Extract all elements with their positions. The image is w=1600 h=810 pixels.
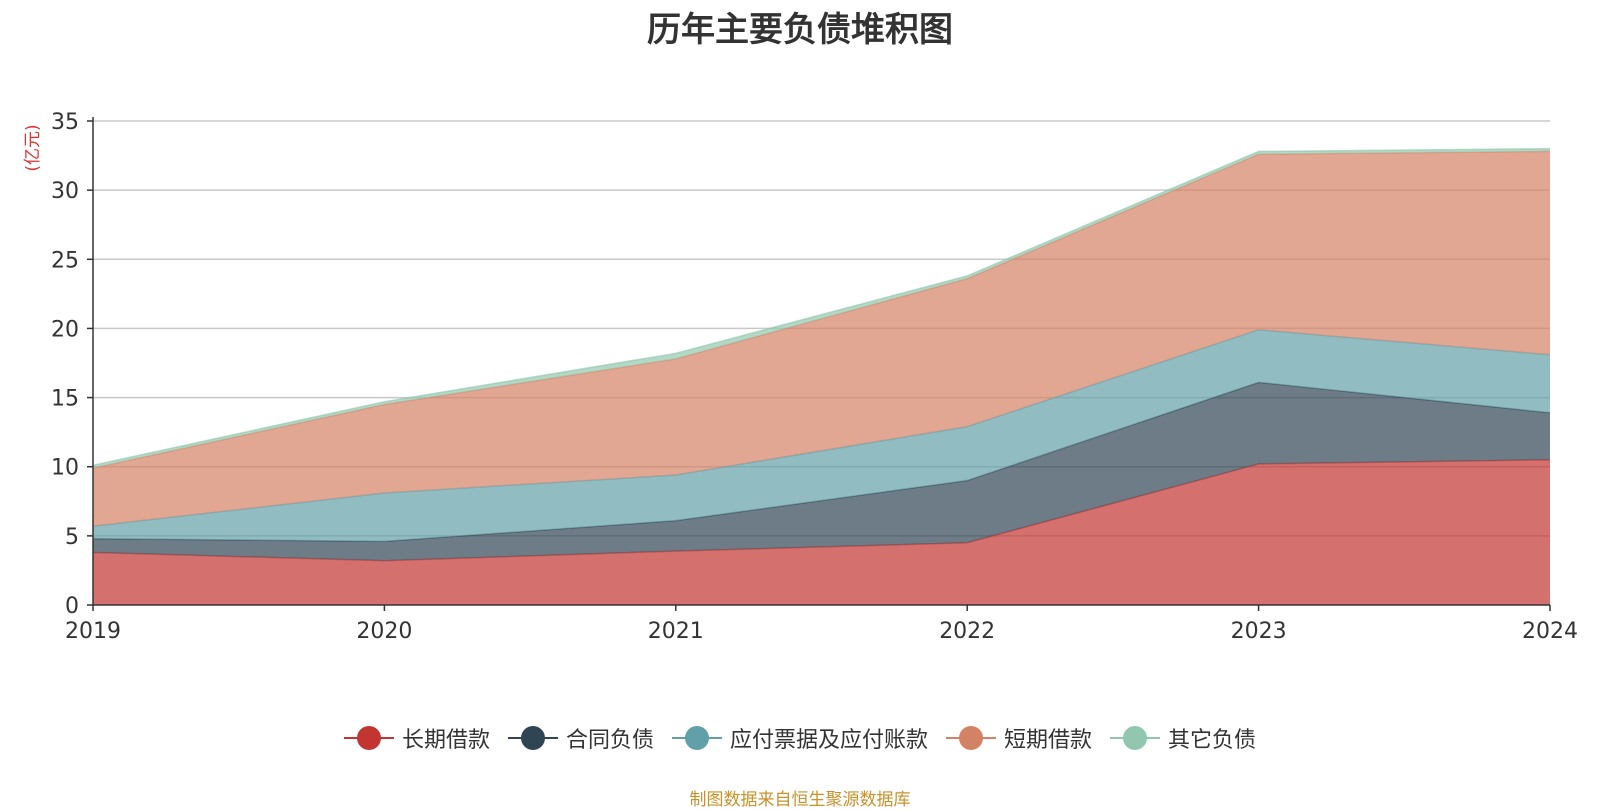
y-tick-label: 25 bbox=[51, 248, 79, 273]
legend-item-3[interactable]: 短期借款 bbox=[946, 722, 1092, 754]
y-axis-label: (亿元) bbox=[23, 124, 43, 171]
y-tick-label: 20 bbox=[51, 317, 79, 342]
chart-title: 历年主要负债堆积图 bbox=[647, 10, 953, 50]
x-tick-label: 2020 bbox=[356, 619, 412, 644]
legend-marker-icon bbox=[671, 725, 722, 751]
legend-label: 短期借款 bbox=[1004, 728, 1093, 753]
area-series-4 bbox=[93, 148, 1550, 469]
x-tick-label: 2021 bbox=[648, 619, 704, 644]
legend-item-2[interactable]: 应付票据及应付账款 bbox=[671, 722, 928, 754]
x-tick-label: 2019 bbox=[65, 619, 121, 644]
legend-label: 长期借款 bbox=[401, 728, 490, 753]
source-note: 制图数据来自恒生聚源数据库 bbox=[689, 790, 911, 810]
x-tick-label: 2023 bbox=[1231, 619, 1287, 644]
legend-marker-icon bbox=[507, 725, 558, 751]
x-tick-label: 2024 bbox=[1522, 619, 1578, 644]
legend-item-1[interactable]: 合同负债 bbox=[507, 722, 654, 754]
legend-item-0[interactable]: 长期借款 bbox=[343, 722, 490, 754]
series-line-4 bbox=[92, 147, 1551, 467]
area-series-2 bbox=[93, 329, 1550, 542]
legend-item-4[interactable]: 其它负债 bbox=[1110, 722, 1256, 754]
y-tick-label: 15 bbox=[51, 387, 79, 412]
legend-label: 其它负债 bbox=[1168, 728, 1257, 753]
area-series-0 bbox=[93, 459, 1550, 605]
area-series-1 bbox=[93, 382, 1550, 561]
legend-marker-icon bbox=[1110, 725, 1161, 751]
area-layers bbox=[92, 147, 1551, 605]
x-tick-label: 2022 bbox=[939, 619, 995, 644]
legend: 长期借款 合同负债 应付票据及应付账款 短期借款 其它负债 bbox=[0, 722, 1600, 757]
axes: 0 5 10 15 20 25 30 35 2019 2020 2021 2022 2023 2024 bbox=[51, 110, 1578, 644]
legend-marker-icon bbox=[946, 725, 996, 751]
y-tick-label: 30 bbox=[51, 179, 79, 204]
y-tick-label: 10 bbox=[51, 456, 79, 481]
legend-label: 合同负债 bbox=[565, 728, 654, 753]
series-line-1 bbox=[92, 381, 1551, 543]
y-tick-label: 35 bbox=[51, 110, 79, 135]
legend-label: 应付票据及应付账款 bbox=[729, 728, 928, 753]
y-tick-label: 5 bbox=[65, 525, 79, 550]
y-tick-label: 0 bbox=[65, 594, 79, 619]
area-series-3 bbox=[93, 151, 1550, 527]
legend-marker-icon bbox=[343, 725, 394, 751]
